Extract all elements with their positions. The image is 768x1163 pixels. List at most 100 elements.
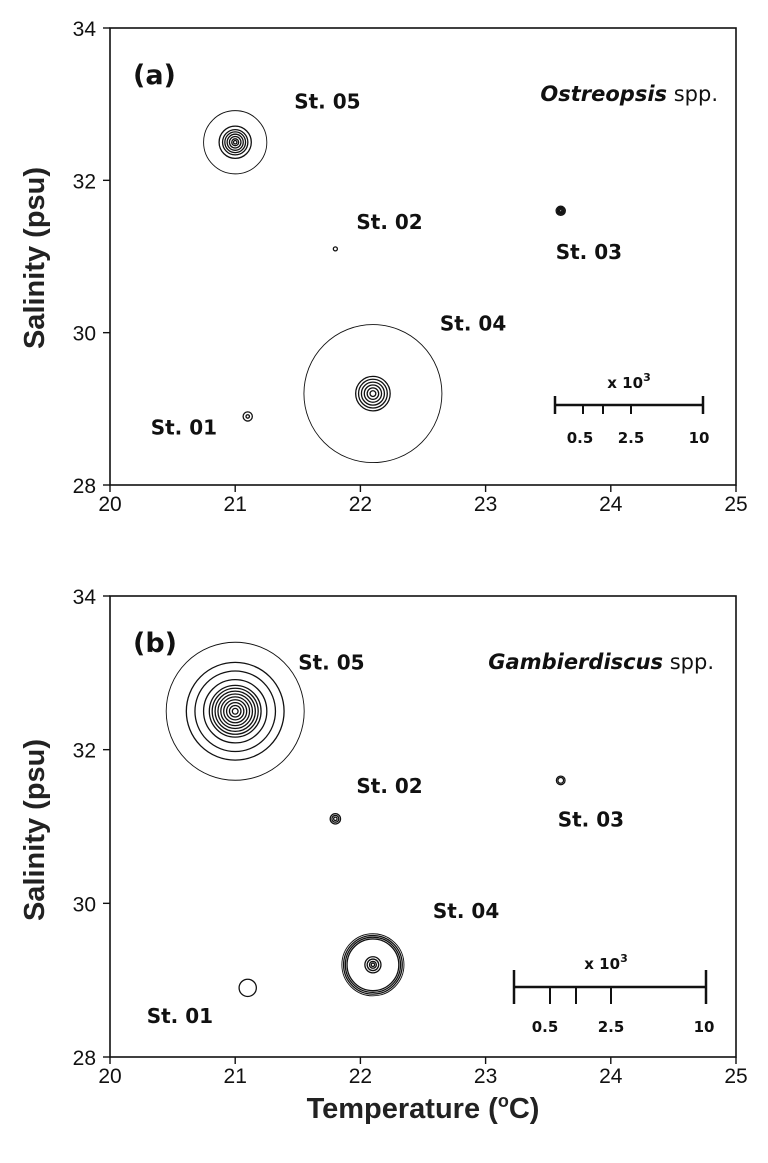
panel-a-bubble-ring-01 [242,411,253,422]
panel-b-scale-multiplier-exp: 3 [620,952,628,965]
panel-a-xtick-label: 20 [98,493,121,516]
panel-b-bubble-ring-05 [223,699,248,724]
panel-b-bubble-ring-05 [220,696,251,727]
panel-a-plot-area [109,27,737,486]
panel-a-bubble-ring-04 [355,375,391,412]
panel-a-scale-label: 2.5 [618,429,645,447]
panel-b-bubble-ring-04 [370,962,376,968]
panel-a-bubble-ring-04 [357,378,388,409]
panel-a-bubble-ring-03 [555,205,566,217]
x-axis-title-end: C) [509,1093,540,1125]
panel-b-station-label: St. 04 [433,899,499,923]
panel-b-xtick-label: 21 [224,1065,247,1088]
panel-b-bubble-ring-04 [364,956,382,974]
panel-b-bubble-ring-04 [346,938,400,992]
panel-b-xtick-label: 20 [98,1065,121,1088]
panel-b-bubble-ring-05 [165,641,305,781]
panel-a-bubble-ring-05 [218,125,252,160]
panel-b-xtick-label: 25 [724,1065,747,1088]
panel-b-label: (b) [133,628,177,659]
panel-b-ytick-label: 32 [73,740,96,763]
panel-b-station-label: St. 01 [147,1004,213,1028]
panel-a-species-title: Ostreopsis spp. [540,82,718,106]
panel-a-bubble-ring-03 [558,209,563,213]
panel-a-station-label: St. 02 [356,210,422,234]
panel-b-ytick-label: 30 [73,893,96,916]
panel-b-ylabel: Salinity (psu) [19,739,51,921]
panel-b-species-title: Gambierdiscus spp. [488,650,714,674]
panel-a-bubble-ring-05 [232,139,238,145]
panel-a-bubble-ring-05 [203,110,268,175]
panel-b-bubble-ring-02 [331,814,340,823]
panel-a-xtick-label: 24 [599,493,623,516]
panel-b-scale-label: 2.5 [598,1018,625,1036]
panel-a-station-label: St. 04 [440,312,506,336]
panel-b-bubble-ring-05 [194,670,277,753]
panel-a-bubble-ring-04 [369,390,377,398]
panel-a-bubble-ring-04 [363,384,383,403]
panel-b-species-name: Gambierdiscus [488,650,663,674]
panel-b-bubble-ring-04 [368,960,378,969]
panel-a-scale-multiplier: x 103 [607,371,650,392]
panel-b-bubble-ring-05 [208,684,262,738]
panel-b-bubble-ring-05 [211,687,259,735]
panel-a-bubble-ring-03 [556,206,565,215]
panel-a-bubble-ring-04 [366,387,380,401]
panel-b-station-label: St. 03 [558,807,624,831]
panel-a-bubble-ring-04 [303,324,443,464]
panel-b-scale-label: 10 [694,1018,715,1036]
panel-b-bubble-ring-04 [344,936,402,994]
panel-a-bubble-ring-04 [360,381,386,406]
panel-b-scale-multiplier: x 103 [584,952,627,973]
panel-a-ytick-label: 30 [73,323,96,346]
panel-b-bubble-ring-05 [214,690,256,733]
panel-b-bubble-ring-02 [332,816,338,822]
panel-a-scale-label: 10 [689,429,710,447]
panel-a-xtick-label: 21 [224,493,247,516]
panel-a-scale-multiplier-base: x 10 [607,374,643,392]
panel-b-bubble-ring-03 [557,776,565,784]
panel-a-bubble-ring-03 [557,207,564,214]
panel-b-bubble-ring-02 [329,812,342,825]
panel-b-bubble-ring-01 [238,978,257,998]
panel-b-bubble-ring-05 [228,704,242,718]
panel-a-label: (a) [133,60,176,91]
panel-b-scale-label: 0.5 [532,1018,559,1036]
panel-a-bubble-ring-05 [231,138,240,147]
panel-b-bubble-ring-05 [217,693,254,730]
panel-b-bubble-ring-04 [341,933,405,997]
panel-a-station-label: St. 03 [556,240,622,264]
panel-a-scale-label: 0.5 [567,429,594,447]
panel-b-ytick-label: 34 [73,586,97,609]
panel-a-scale-multiplier-exp: 3 [643,371,651,384]
panel-a-xtick-label: 22 [349,493,372,516]
panel-a-species-suffix: spp. [667,82,718,106]
panel-b-bubble-ring-05 [231,707,239,715]
panel-b-bubble-ring-05 [225,701,245,721]
panel-a-bubble-ring-05 [226,133,244,151]
panel-b-station-label: St. 02 [356,774,422,798]
panel-a-xtick-label: 23 [474,493,497,516]
panel-b-species-suffix: spp. [663,650,714,674]
panel-b-bubble-ring-04 [366,958,380,972]
panel-a-bubble-ring-05 [228,135,242,149]
panel-a-bubble-ring-01 [245,414,251,419]
panel-a-xtick-label: 25 [724,493,747,516]
panel-b-plot-area [109,595,737,1058]
panel-b-xtick-label: 22 [349,1065,372,1088]
panel-b-station-label: St. 05 [298,650,364,674]
panel-a-ytick-label: 28 [73,475,96,498]
panel-a-bubble-ring-02 [332,246,339,252]
x-axis-title: Temperature (oC) [307,1091,540,1125]
panel-a-ylabel: Salinity (psu) [19,167,51,349]
panel-b-xtick-label: 23 [474,1065,497,1088]
panel-b-bubble-ring-03 [555,775,566,786]
panel-b-scale-multiplier-base: x 10 [584,955,620,973]
panel-b-bubble-ring-04 [342,934,403,995]
panel-a-station-label: St. 05 [294,89,360,113]
panel-b-xtick-label: 24 [599,1065,623,1088]
panel-a-species-name: Ostreopsis [540,82,667,106]
x-axis-title-sup: o [498,1091,509,1111]
panel-a-ytick-label: 32 [73,170,96,193]
